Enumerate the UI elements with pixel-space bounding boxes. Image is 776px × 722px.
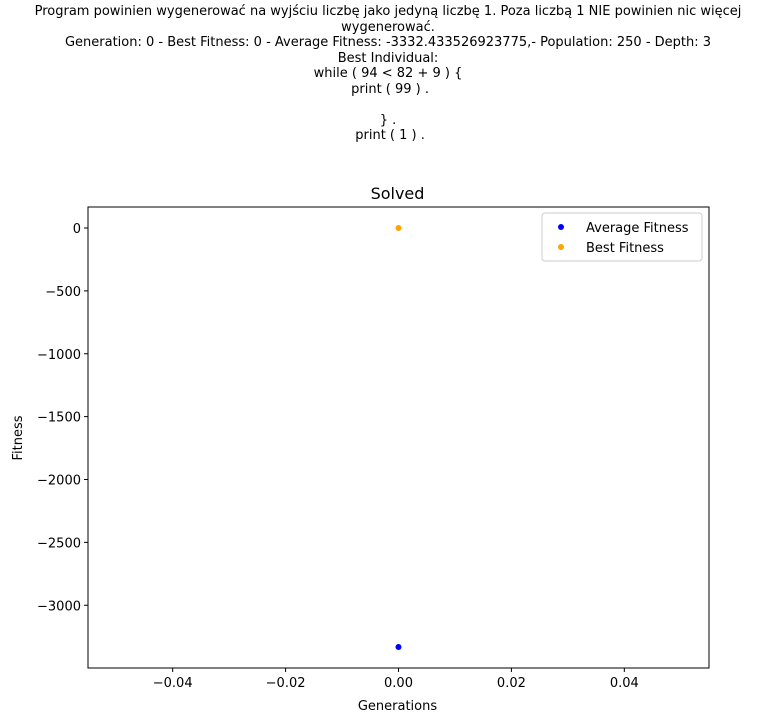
legend-marker [558, 224, 564, 230]
y-axis-label: Fitness [11, 415, 26, 460]
x-axis-ticks: −0.04 −0.02 0.00 0.02 0.04 [153, 668, 639, 691]
x-axis-label: Generations [358, 699, 438, 714]
y-tick-label: −3000 [37, 599, 81, 614]
data-point [395, 644, 402, 651]
legend-marker [558, 244, 564, 250]
x-tick-label: 0.00 [384, 676, 413, 691]
x-tick-label: −0.02 [266, 676, 306, 691]
y-tick-label: −1000 [37, 348, 81, 363]
y-tick-label: −2000 [37, 474, 81, 489]
y-axis-ticks: 0 −500 −1000 −1500 −2000 −2500 −3000 [37, 222, 88, 614]
x-tick-label: 0.04 [610, 676, 639, 691]
legend-label: Average Fitness [586, 221, 689, 236]
y-tick-label: 0 [73, 222, 81, 237]
header-line: Generation: 0 - Best Fitness: 0 - Averag… [64, 35, 712, 50]
x-tick-label: −0.04 [153, 676, 193, 691]
legend: Average Fitness Best Fitness [541, 212, 703, 262]
data-points [395, 225, 402, 651]
header-line: print ( 1 ) . [351, 128, 425, 143]
legend-frame [541, 212, 703, 262]
y-tick-label: −500 [45, 285, 81, 300]
y-tick-label: −2500 [37, 536, 81, 551]
header-line: while ( 94 < 82 + 9 ) { [313, 66, 463, 81]
header-line: Program powinien wygenerować na wyjściu … [34, 4, 742, 19]
header-line: wygenerować. [341, 19, 435, 35]
plot-frame [87, 206, 710, 669]
header-line: } . [379, 112, 397, 128]
x-tick-label: 0.02 [497, 676, 526, 691]
data-point [395, 225, 402, 232]
header-line: print ( 99 ) . [346, 81, 430, 97]
header-line: Best Individual: [337, 50, 439, 66]
y-tick-label: −1500 [37, 411, 81, 426]
chart-title: Solved [371, 184, 425, 203]
chart-header-text: Program powinien wygenerować na wyjściu … [0, 4, 776, 144]
legend-label: Best Fitness [586, 241, 664, 256]
